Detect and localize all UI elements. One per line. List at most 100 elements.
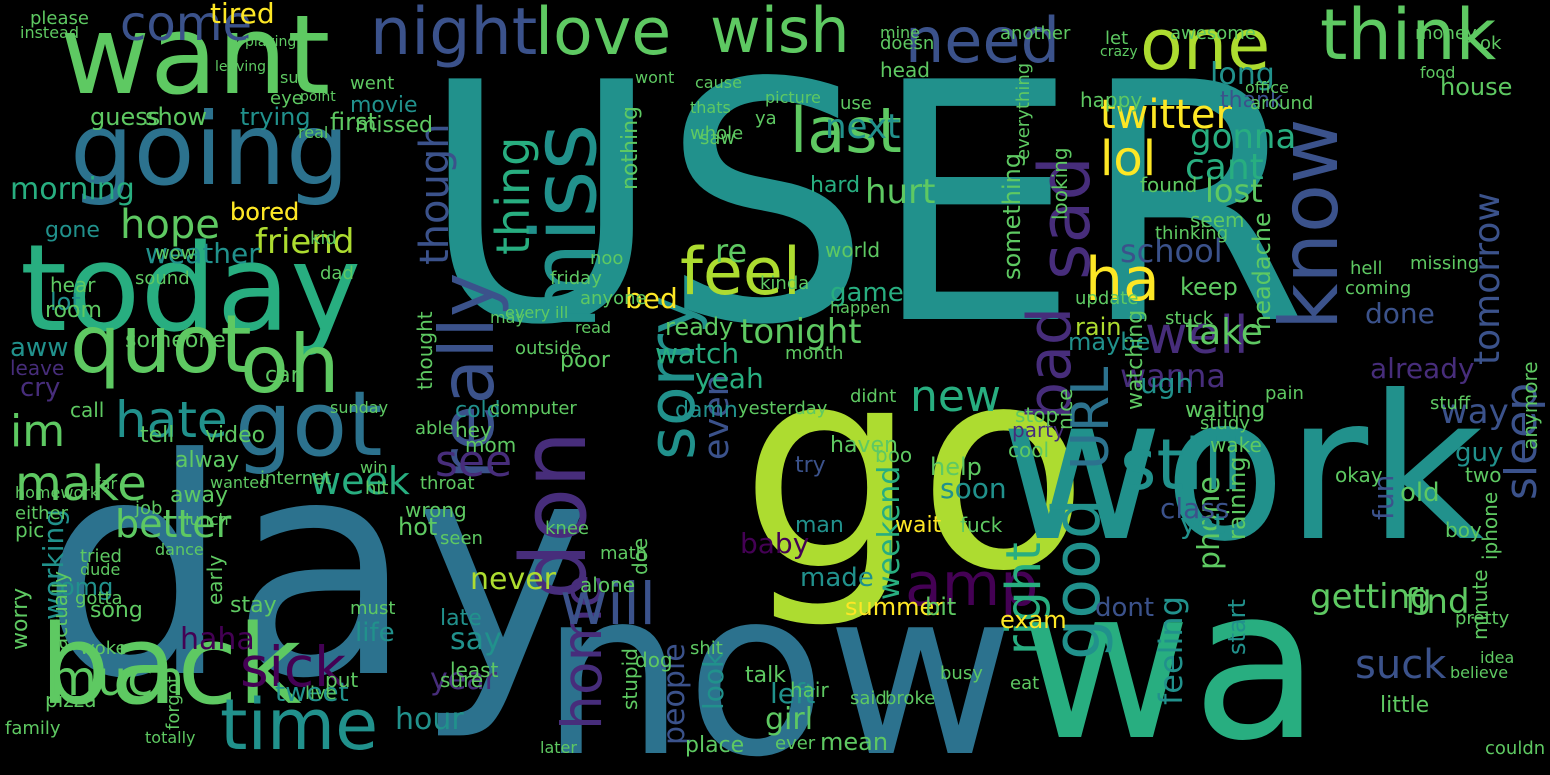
word-kinda: kinda (760, 273, 810, 294)
word-world: world (825, 238, 881, 262)
word-morning: morning (10, 172, 135, 207)
word-idea: idea (1480, 648, 1515, 667)
word-house: house (1440, 73, 1513, 101)
word-everything: everything (1013, 62, 1034, 160)
word-love: love (535, 0, 672, 70)
word-one: one (1140, 4, 1271, 86)
word-start: start (1223, 599, 1251, 655)
word-old: old (1400, 478, 1440, 508)
word-didnt: didnt (850, 386, 897, 407)
word-keep: keep (1180, 273, 1238, 301)
word-find: find (1405, 582, 1470, 622)
word-go: go (740, 307, 1090, 633)
word-waiting: waiting (1185, 398, 1266, 423)
word-try: try (795, 453, 826, 478)
word-doe: doe (628, 537, 652, 575)
word-tomorrow: tomorrow (1467, 192, 1508, 365)
word-awesome: awesome (1170, 23, 1256, 44)
word-gotta: gotta (75, 588, 123, 609)
word-party: party (1012, 418, 1065, 442)
word-money: money (1415, 23, 1477, 44)
word-win: win (360, 458, 388, 477)
word-missing: missing (1410, 253, 1480, 274)
word-re: re (715, 232, 748, 270)
word-friend: friend (255, 222, 355, 262)
word-headache: headache (1248, 212, 1276, 330)
word-yeah: yeah (695, 362, 764, 395)
word-lost: lost (1205, 172, 1263, 210)
word-still: still (1120, 424, 1243, 506)
word-video: video (205, 423, 266, 448)
word-woke: woke (80, 638, 127, 659)
word-early: early (203, 554, 227, 605)
word-okay: okay (1335, 463, 1383, 487)
word-guy: guy (1455, 438, 1504, 468)
word-ever: ever (775, 733, 816, 754)
word-homework: homework (15, 483, 100, 502)
word-time: time (220, 684, 379, 766)
word-take: take (1185, 312, 1263, 353)
word-live: live (305, 683, 337, 704)
word-look: look (697, 651, 730, 710)
word-lol: lol (1100, 131, 1157, 187)
word-getting: getting (1310, 577, 1432, 617)
word-family: family (5, 718, 61, 739)
word-need: need (905, 4, 1060, 77)
word-poor: poor (560, 348, 610, 373)
word-suck: suck (1355, 642, 1447, 688)
word-oh: oh (240, 318, 340, 411)
word-gonna: gonna (1190, 117, 1297, 157)
word-went: went (350, 73, 395, 94)
word-watching: watching (1123, 309, 1148, 410)
word-another: another (1000, 23, 1071, 44)
word-alway: alway (175, 448, 240, 473)
word-tried: tried (80, 546, 122, 567)
word-leaving: leaving (215, 59, 267, 75)
word-thought: thought (413, 311, 437, 390)
word-last: last (790, 94, 902, 167)
word-picture: picture (765, 88, 821, 107)
word-nothing: nothing (618, 106, 643, 190)
word-mean: mean (820, 728, 889, 756)
word-read: read (575, 318, 612, 337)
word-wanted: wanted (210, 473, 270, 492)
word-point: point (300, 89, 336, 105)
word-office: office (1245, 78, 1289, 97)
word-outside: outside (515, 338, 582, 359)
word-yesterday: yesterday (738, 398, 828, 419)
word-put: put (325, 668, 359, 692)
word-stay: stay (230, 593, 277, 618)
word-minute: minute (1468, 569, 1492, 640)
word-school: school (1120, 232, 1223, 270)
word-car: car (265, 363, 300, 388)
word-much: much (50, 651, 184, 707)
word-yet: yet (1180, 507, 1225, 540)
word-bored: bored (230, 198, 300, 226)
word-anyone: anyone (580, 288, 647, 309)
word-leave: leave (10, 356, 65, 380)
word-head: head (880, 58, 930, 82)
word-found: found (1140, 173, 1198, 197)
word-hate: hate (115, 391, 228, 449)
word-two: two (1465, 463, 1502, 487)
word-every: every (505, 303, 551, 322)
word-hit: hit (365, 478, 389, 499)
word-real: real (298, 123, 329, 142)
word-summer: summer (845, 593, 945, 621)
word-wont: wont (635, 68, 675, 87)
word-month: month (785, 343, 844, 364)
word-hope: hope (120, 202, 220, 248)
word-rain: rain (1075, 313, 1122, 341)
word-though: though (412, 123, 458, 265)
word-see: see (435, 436, 513, 487)
word-exam: exam (1000, 606, 1067, 634)
word-dude: dude (80, 560, 121, 579)
word-wa: wa (1020, 542, 1321, 775)
word-want: want (60, 0, 331, 119)
word-show: show (145, 103, 208, 131)
word-happy: happy (1080, 88, 1143, 112)
word-ready: ready (665, 313, 734, 341)
word-haven: haven (830, 433, 898, 458)
word-today: today (20, 220, 362, 359)
